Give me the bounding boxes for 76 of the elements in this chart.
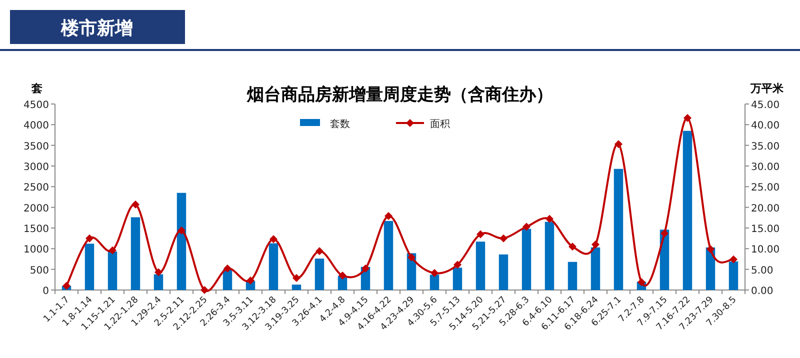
y2-tick-label: 35.00	[751, 141, 780, 152]
point	[62, 282, 70, 290]
bar	[384, 220, 394, 290]
y-tick-label: 2500	[24, 182, 49, 194]
bar	[682, 130, 692, 290]
y2-axis-title: 万平米	[750, 82, 784, 95]
point	[684, 114, 692, 122]
y2-tick-label: 25.00	[751, 182, 780, 194]
bar	[498, 254, 508, 290]
bar	[452, 268, 462, 290]
point	[132, 200, 140, 208]
y2-tick-label: 30.00	[751, 162, 780, 173]
point	[224, 264, 232, 273]
point	[86, 234, 94, 242]
y2-tick-label: 20.00	[751, 203, 780, 214]
point	[660, 229, 668, 238]
bar	[268, 243, 278, 290]
bar	[590, 247, 600, 290]
y2-tick-label: 10.00	[751, 244, 780, 256]
point	[408, 253, 416, 262]
y-tick-label: 1000	[24, 244, 49, 256]
point	[476, 230, 484, 238]
legend-label: 套数	[330, 118, 350, 130]
legend-label: 面积	[430, 119, 450, 130]
bar	[544, 222, 554, 290]
bar	[522, 228, 532, 290]
bar	[130, 217, 140, 290]
y-tick-label: 4000	[24, 120, 49, 132]
y-axis-title: 套	[30, 82, 42, 95]
bar	[108, 252, 118, 290]
bar	[430, 274, 440, 290]
point	[706, 245, 714, 254]
point	[384, 212, 392, 220]
point	[362, 264, 370, 273]
point	[200, 286, 208, 294]
y-tick-label: 3500	[24, 141, 49, 152]
y2-tick-label: 15.00	[751, 224, 780, 235]
point	[178, 226, 186, 234]
point	[270, 235, 278, 244]
y2-tick-label: 0.00	[751, 286, 774, 297]
point	[568, 242, 576, 251]
bar	[314, 258, 324, 290]
point	[500, 234, 508, 242]
point	[546, 214, 554, 223]
point	[430, 269, 438, 278]
point	[454, 260, 462, 269]
y-tick-label: 500	[30, 265, 49, 276]
point	[338, 272, 346, 280]
y2-tick-label: 40.00	[751, 120, 780, 132]
bar	[154, 274, 164, 290]
y-tick-label: 3000	[24, 162, 49, 173]
y2-tick-label: 5.00	[751, 265, 774, 276]
point	[638, 278, 646, 286]
bar	[292, 284, 302, 290]
y2-tick-label: 45.00	[751, 100, 780, 111]
point	[614, 140, 622, 148]
point	[292, 274, 300, 282]
text: 楼市新增	[60, 18, 133, 39]
y-tick-label: 2000	[24, 203, 49, 214]
bar	[84, 244, 94, 290]
y-tick-label: 0	[42, 286, 49, 297]
bar	[476, 242, 486, 290]
y-tick-label: 4500	[24, 100, 49, 111]
point	[730, 255, 738, 264]
point	[246, 276, 254, 284]
chart-title: 烟台商品房新增量周度走势（含商住办）	[246, 85, 553, 105]
point	[316, 247, 324, 256]
point	[108, 246, 116, 254]
point	[154, 268, 162, 276]
y-tick-label: 1500	[24, 224, 49, 235]
bar	[568, 262, 578, 290]
point	[592, 240, 600, 249]
point	[522, 222, 530, 231]
bar	[614, 168, 624, 290]
bar	[176, 192, 186, 290]
bar	[728, 261, 738, 290]
